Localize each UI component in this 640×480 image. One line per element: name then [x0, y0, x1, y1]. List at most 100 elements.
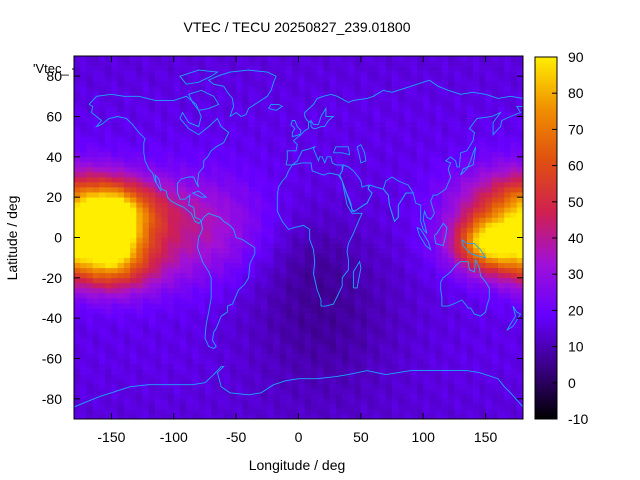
heatmap-cell [180, 217, 187, 223]
heatmap-cell [142, 378, 150, 385]
heatmap-cell [117, 408, 125, 415]
heatmap-cell [242, 171, 249, 178]
heatmap-cell [498, 161, 505, 168]
heatmap-cell [373, 298, 380, 304]
heatmap-cell [130, 303, 137, 309]
heatmap-cell [385, 227, 393, 233]
heatmap-cell [416, 151, 424, 158]
heatmap-cell [498, 116, 505, 122]
heatmap-cell [123, 222, 131, 228]
heatmap-cell [317, 197, 324, 203]
heatmap-cell [123, 61, 131, 67]
heatmap-cell [186, 242, 193, 248]
heatmap-cell [460, 378, 468, 385]
heatmap-cell [74, 111, 81, 117]
heatmap-cell [323, 348, 331, 354]
heatmap-cell [429, 242, 437, 248]
heatmap-cell [248, 207, 256, 213]
heatmap-cell [360, 388, 368, 395]
heatmap-cell [186, 237, 193, 243]
heatmap-cell [367, 267, 374, 274]
heatmap-cell [416, 303, 424, 309]
heatmap-cell [192, 151, 200, 158]
heatmap-cell [236, 146, 243, 153]
heatmap-cell [473, 383, 480, 390]
heatmap-cell [329, 197, 337, 203]
heatmap-cell [491, 182, 499, 188]
heatmap-cell [454, 121, 461, 127]
heatmap-cell [491, 126, 499, 132]
heatmap-cell [192, 373, 200, 380]
heatmap-cell [385, 373, 393, 380]
heatmap-grid [74, 56, 524, 420]
heatmap-cell [80, 358, 87, 364]
heatmap-cell [173, 171, 181, 178]
heatmap-cell [429, 298, 437, 304]
heatmap-cell [105, 282, 112, 289]
heatmap-cell [298, 116, 306, 122]
heatmap-cell [292, 408, 299, 415]
heatmap-cell [161, 207, 168, 213]
heatmap-cell [192, 61, 200, 67]
heatmap-cell [479, 96, 486, 102]
heatmap-cell [398, 353, 405, 359]
heatmap-cell [429, 393, 437, 400]
heatmap-cell [435, 358, 443, 364]
heatmap-cell [155, 237, 162, 243]
heatmap-cell [473, 403, 480, 410]
heatmap-cell [323, 116, 331, 122]
heatmap-cell [236, 313, 243, 319]
heatmap-cell [354, 61, 362, 67]
heatmap-cell [267, 298, 274, 304]
heatmap-cell [142, 348, 150, 354]
heatmap-cell [329, 91, 337, 97]
heatmap-cell [98, 252, 106, 259]
heatmap-cell [342, 358, 349, 364]
heatmap-cell [317, 272, 324, 279]
heatmap-cell [448, 408, 455, 415]
heatmap-cell [180, 207, 187, 213]
heatmap-cell [410, 166, 418, 173]
heatmap-cell [217, 373, 225, 380]
heatmap-cell [479, 247, 486, 253]
heatmap-cell [360, 277, 368, 284]
heatmap-cell [86, 202, 94, 208]
heatmap-cell [310, 146, 318, 153]
heatmap-cell [317, 217, 324, 223]
heatmap-cell [148, 303, 156, 309]
heatmap-cell [342, 66, 349, 72]
heatmap-cell [329, 388, 337, 395]
heatmap-cell [92, 287, 100, 294]
heatmap-cell [298, 66, 306, 72]
heatmap-cell [498, 171, 505, 178]
heatmap-cell [167, 106, 175, 112]
heatmap-cell [211, 61, 218, 67]
heatmap-cell [186, 212, 193, 218]
heatmap-cell [105, 192, 112, 198]
heatmap-cell [261, 156, 268, 163]
heatmap-cell [279, 348, 287, 354]
heatmap-cell [473, 303, 480, 309]
heatmap-cell [491, 333, 499, 339]
heatmap-cell [404, 242, 412, 248]
heatmap-cell [304, 56, 312, 62]
heatmap-cell [379, 358, 387, 364]
heatmap-cell [485, 161, 493, 168]
heatmap-cell [136, 338, 143, 344]
heatmap-cell [117, 71, 125, 77]
heatmap-cell [273, 106, 281, 112]
heatmap-cell [192, 308, 200, 314]
heatmap-cell [242, 166, 249, 173]
heatmap-cell [123, 71, 131, 77]
heatmap-cell [148, 156, 156, 163]
heatmap-cell [136, 358, 143, 364]
heatmap-cell [98, 232, 106, 238]
heatmap-cell [217, 282, 225, 289]
heatmap-cell [130, 348, 137, 354]
heatmap-cell [279, 383, 287, 390]
heatmap-cell [498, 408, 505, 415]
heatmap-cell [261, 313, 268, 319]
heatmap-cell [491, 257, 499, 264]
heatmap-cell [198, 398, 206, 405]
heatmap-cell [441, 111, 449, 117]
